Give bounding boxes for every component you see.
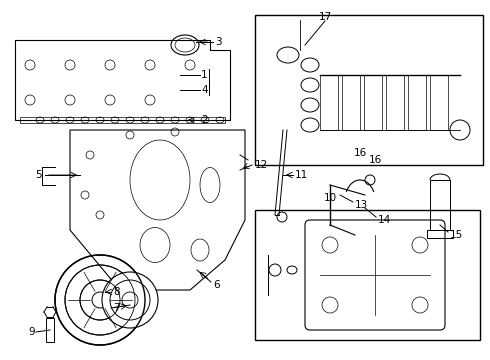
Text: 4: 4 xyxy=(201,85,208,95)
Bar xyxy=(386,75,404,130)
Text: 8: 8 xyxy=(113,287,120,297)
Bar xyxy=(46,318,54,342)
Bar xyxy=(320,75,338,130)
Text: 17: 17 xyxy=(318,12,332,22)
Text: 16: 16 xyxy=(353,148,367,158)
Text: 1: 1 xyxy=(201,70,208,80)
Bar xyxy=(364,75,382,130)
Text: 12: 12 xyxy=(255,160,268,170)
Text: 10: 10 xyxy=(323,193,337,203)
Bar xyxy=(430,180,450,230)
Text: 3: 3 xyxy=(215,37,221,47)
Text: 16: 16 xyxy=(369,155,382,165)
Text: 15: 15 xyxy=(450,230,463,240)
Bar xyxy=(255,210,480,340)
Text: 13: 13 xyxy=(355,200,368,210)
Text: 14: 14 xyxy=(378,215,391,225)
Bar xyxy=(255,15,483,165)
Text: 7: 7 xyxy=(113,303,120,313)
Text: 11: 11 xyxy=(295,170,308,180)
Bar xyxy=(408,75,426,130)
Text: 9: 9 xyxy=(28,327,35,337)
Bar xyxy=(430,75,448,130)
Text: 5: 5 xyxy=(35,170,42,180)
Circle shape xyxy=(102,272,158,328)
Text: 2: 2 xyxy=(201,115,208,125)
Bar xyxy=(427,230,453,238)
Text: 6: 6 xyxy=(213,280,220,290)
Bar xyxy=(342,75,360,130)
